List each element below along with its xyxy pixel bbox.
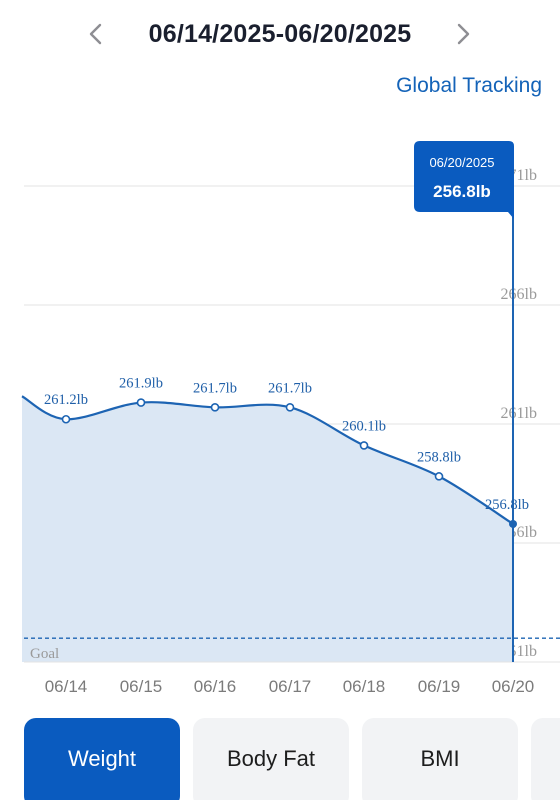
x-tick-label: 06/14 bbox=[45, 677, 88, 696]
tooltip-date: 06/20/2025 bbox=[429, 155, 494, 170]
next-week-button[interactable] bbox=[443, 14, 483, 54]
x-tick-label: 06/20 bbox=[492, 677, 535, 696]
goal-label: Goal bbox=[30, 646, 59, 662]
data-label: 258.8lb bbox=[417, 449, 461, 465]
metric-tabs: Weight Body Fat BMI bbox=[24, 718, 560, 800]
data-label: 260.1lb bbox=[342, 418, 386, 434]
data-label: 261.7lb bbox=[268, 380, 312, 396]
global-tracking-link[interactable]: Global Tracking bbox=[396, 74, 542, 97]
x-tick-label: 06/18 bbox=[343, 677, 386, 696]
data-point-selected bbox=[509, 519, 517, 528]
tab-bmi[interactable]: BMI bbox=[362, 718, 518, 800]
tooltip-value: 256.8lb bbox=[433, 182, 491, 201]
x-tick-label: 06/15 bbox=[120, 677, 163, 696]
tab-weight[interactable]: Weight bbox=[24, 718, 180, 800]
data-label: 261.9lb bbox=[119, 376, 163, 392]
previous-week-button[interactable] bbox=[76, 14, 116, 54]
data-label: 256.8lb bbox=[485, 497, 529, 513]
series-area bbox=[22, 396, 513, 662]
data-point bbox=[285, 403, 295, 412]
x-tick-label: 06/17 bbox=[269, 677, 312, 696]
data-point bbox=[210, 403, 220, 412]
data-point bbox=[434, 472, 444, 481]
y-tick-label: 261lb bbox=[501, 405, 537, 422]
chevron-left-icon bbox=[89, 23, 102, 45]
data-point bbox=[61, 414, 71, 424]
chevron-right-icon bbox=[457, 23, 470, 45]
date-range-title: 06/14/2025-06/20/2025 bbox=[148, 19, 412, 48]
x-tick-label: 06/16 bbox=[194, 677, 237, 696]
data-label: 261.7lb bbox=[193, 380, 237, 396]
tab-more[interactable] bbox=[531, 718, 560, 800]
x-tick-label: 06/19 bbox=[418, 677, 461, 696]
date-range-navigator: 06/14/2025-06/20/2025 bbox=[0, 14, 560, 54]
data-label: 261.2lb bbox=[44, 392, 88, 408]
data-point bbox=[359, 441, 369, 450]
weight-chart: 271lb266lb261lb256lb251lbGoal06/20/20252… bbox=[21, 141, 560, 696]
tooltip-box bbox=[414, 141, 514, 219]
data-point bbox=[136, 398, 146, 407]
y-tick-label: 266lb bbox=[501, 286, 537, 303]
tab-body-fat[interactable]: Body Fat bbox=[193, 718, 349, 800]
